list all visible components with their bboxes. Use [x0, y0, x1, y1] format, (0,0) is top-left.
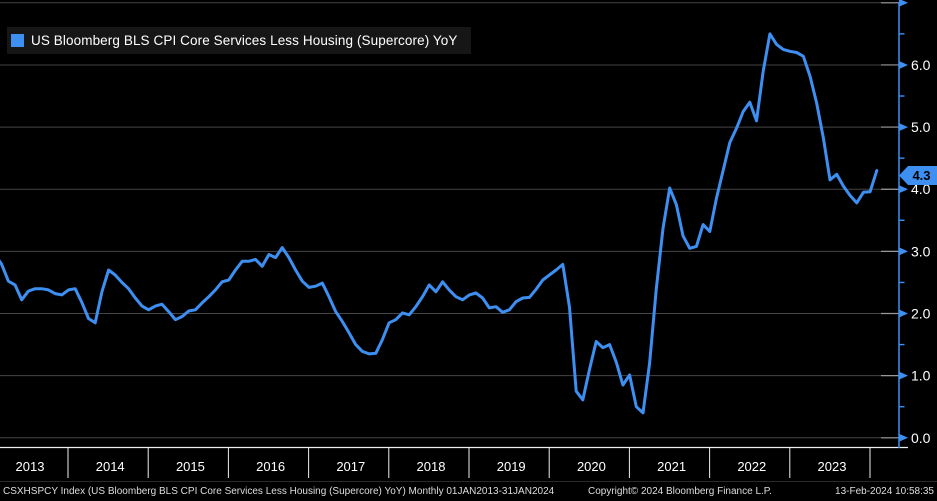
y-axis-labels: 0.0 1.0 2.0 3.0 4.0 5.0 6.0 [911, 57, 931, 446]
x-tick-label: 2018 [417, 459, 446, 474]
x-tick-label: 2022 [737, 459, 766, 474]
x-tick-label: 2019 [497, 459, 526, 474]
status-timestamp-text: 13-Feb-2024 10:58:35 [835, 486, 934, 497]
y-tick-label: 3.0 [911, 243, 931, 259]
y-tick-label: 1.0 [911, 368, 931, 384]
gridlines [0, 2, 899, 439]
x-tick-label: 2016 [256, 459, 285, 474]
legend-item[interactable]: US Bloomberg BLS CPI Core Services Less … [7, 27, 471, 54]
y-tick-label: 0.0 [911, 430, 931, 446]
x-tick-label: 2017 [336, 459, 365, 474]
status-copyright-text: Copyright© 2024 Bloomberg Finance L.P. [588, 486, 772, 497]
x-tick-label: 2020 [577, 459, 606, 474]
y-axis [898, 0, 908, 448]
status-ticker-text: CSXHSPCY Index (US Bloomberg BLS CPI Cor… [3, 486, 555, 497]
y-tick-label: 2.0 [911, 306, 931, 322]
legend-label: US Bloomberg BLS CPI Core Services Less … [31, 33, 458, 48]
x-tick-label: 2015 [176, 459, 205, 474]
status-bar: CSXHSPCY Index (US Bloomberg BLS CPI Cor… [0, 481, 937, 501]
x-tick-label: 2023 [818, 459, 847, 474]
last-value-badge: 4.3 [899, 166, 937, 185]
x-tick-label: 2014 [96, 459, 125, 474]
x-axis-labels: 2013 2014 2015 2016 2017 2018 2019 2020 2021 2022… [16, 459, 847, 474]
y-tick-label: 5.0 [911, 119, 931, 135]
y-tick-label: 4.0 [911, 181, 931, 197]
y-tick-label: 6.0 [911, 57, 931, 73]
data-line [0, 32, 879, 415]
legend-swatch-icon [11, 34, 24, 47]
x-tick-label: 2013 [16, 459, 45, 474]
x-tick-label: 2021 [657, 459, 686, 474]
x-axis [0, 446, 908, 478]
